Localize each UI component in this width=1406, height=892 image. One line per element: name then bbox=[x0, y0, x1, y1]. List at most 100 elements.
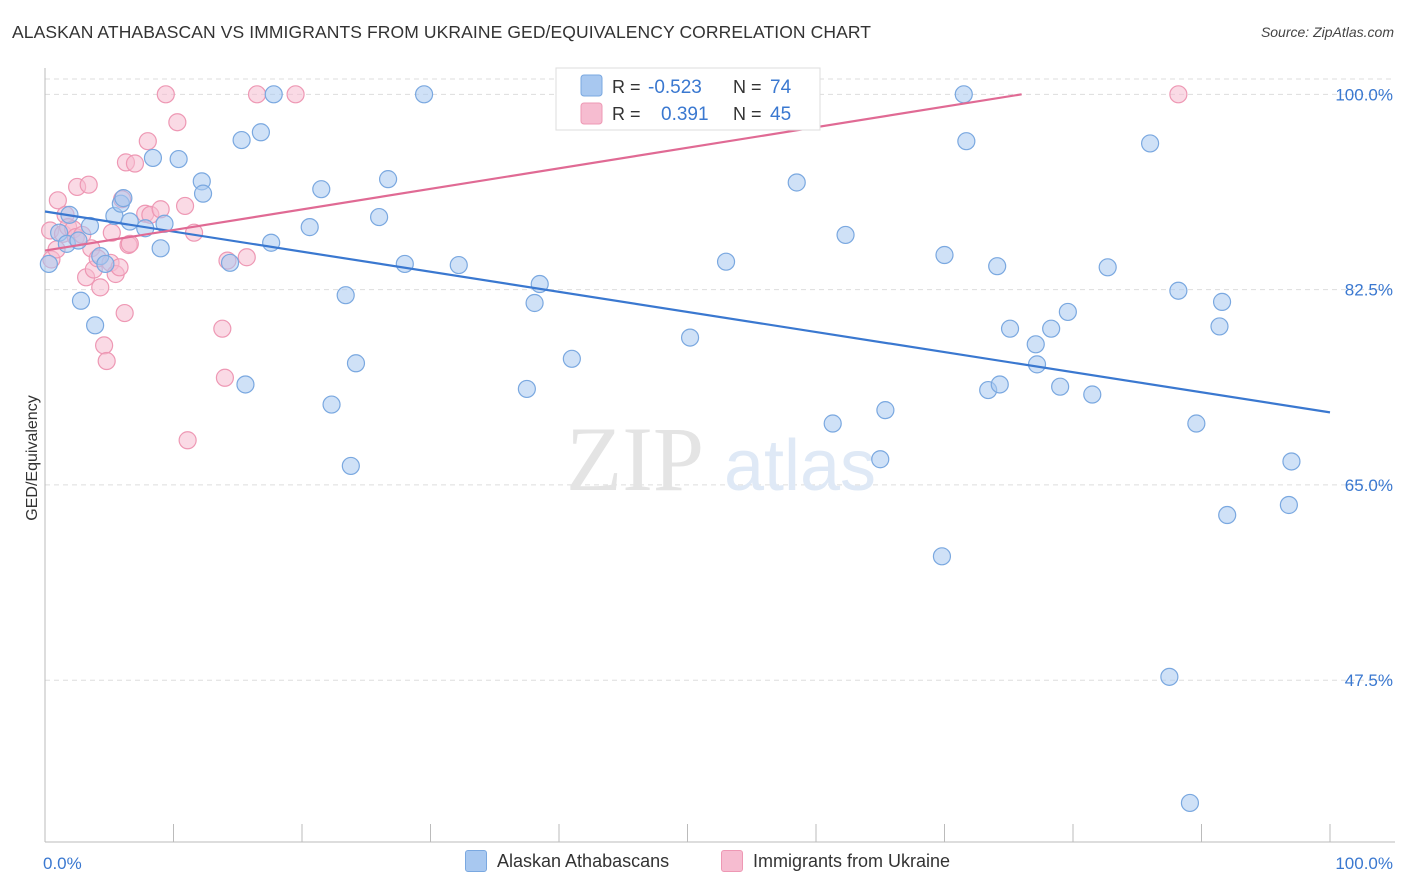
athabascan-point bbox=[1282, 452, 1301, 471]
athabascan-point bbox=[1098, 258, 1117, 277]
athabascan-point bbox=[1042, 319, 1061, 338]
series-athabascan-points bbox=[39, 85, 1301, 813]
athabascan-point bbox=[876, 401, 895, 420]
athabascan-point bbox=[716, 252, 736, 271]
ukraine-point bbox=[175, 196, 195, 216]
legend-swatch-blue bbox=[580, 74, 603, 97]
athabascan-point bbox=[1187, 414, 1206, 433]
bottom-legend-label-ukraine: Immigrants from Ukraine bbox=[753, 850, 951, 871]
ukraine-point bbox=[156, 85, 175, 104]
athabascan-point bbox=[957, 132, 976, 151]
athabascan-point bbox=[346, 354, 366, 373]
athabascan-point bbox=[264, 85, 283, 104]
bottom-legend-label-athabascans: Alaskan Athabascans bbox=[497, 850, 670, 871]
athabascan-point bbox=[193, 184, 213, 203]
source-credit: Source: ZipAtlas.com bbox=[1260, 24, 1394, 40]
athabascan-point bbox=[932, 547, 952, 566]
ukraine-point bbox=[95, 336, 114, 355]
ukraine-point bbox=[138, 132, 157, 151]
athabascan-point bbox=[1160, 667, 1179, 686]
athabascan-point bbox=[517, 379, 536, 399]
legend-r-value-blue: -0.523 bbox=[648, 77, 702, 98]
y-tick-label: 47.5% bbox=[1345, 671, 1393, 690]
legend-r-label-pink: R = bbox=[612, 104, 641, 124]
athabascan-point bbox=[1169, 281, 1188, 300]
athabascan-point bbox=[236, 375, 255, 394]
athabascan-point bbox=[1212, 292, 1232, 311]
athabascan-point bbox=[1027, 355, 1047, 374]
ukraine-point bbox=[120, 234, 139, 253]
y-tick-label: 65.0% bbox=[1345, 476, 1393, 495]
legend-n-label-pink: N = bbox=[733, 104, 762, 124]
axes bbox=[44, 68, 1395, 843]
athabascan-point bbox=[1058, 302, 1077, 322]
athabascan-point bbox=[1279, 495, 1298, 515]
ukraine-point bbox=[215, 368, 234, 387]
athabascan-point bbox=[935, 245, 954, 265]
legend-swatch-pink bbox=[580, 102, 603, 125]
y-axis-label: GED/Equivalency bbox=[24, 395, 41, 520]
ukraine-point bbox=[115, 303, 134, 323]
athabascan-point bbox=[370, 207, 389, 227]
athabascan-point bbox=[988, 257, 1007, 276]
ukraine-point bbox=[237, 248, 256, 267]
athabascan-point bbox=[169, 149, 188, 169]
athabascan-point bbox=[1083, 385, 1102, 404]
legend-n-value-blue: 74 bbox=[770, 77, 792, 98]
ukraine-trend-line bbox=[44, 93, 1022, 252]
athabascan-point bbox=[787, 173, 806, 192]
athabascan-point bbox=[1180, 793, 1200, 813]
watermark-zip: ZIP bbox=[566, 408, 704, 510]
athabascan-point bbox=[449, 255, 468, 275]
athabascan-point bbox=[336, 286, 355, 305]
legend-r-label-blue: R = bbox=[612, 77, 641, 97]
athabascan-point bbox=[96, 254, 115, 274]
athabascan-point bbox=[1000, 319, 1020, 338]
athabascan-point bbox=[1051, 377, 1070, 396]
athabascan-trend-line bbox=[44, 210, 1331, 414]
athabascan-point bbox=[1210, 317, 1229, 336]
bottom-legend-item-ukraine: Immigrants from Ukraine bbox=[721, 850, 950, 872]
x-tick-label: 100.0% bbox=[1335, 854, 1393, 873]
bottom-legend-swatch-blue bbox=[465, 850, 487, 872]
athabascan-point bbox=[341, 456, 360, 476]
athabascan-point bbox=[1140, 134, 1160, 153]
athabascan-point bbox=[114, 189, 133, 208]
athabascan-point bbox=[86, 316, 105, 335]
chart-title: ALASKAN ATHABASCAN VS IMMIGRANTS FROM UK… bbox=[12, 22, 872, 42]
ukraine-point bbox=[213, 319, 232, 338]
athabascan-point bbox=[1218, 505, 1237, 525]
athabascan-point bbox=[300, 218, 319, 237]
x-tick-label: 0.0% bbox=[43, 854, 82, 873]
athabascan-point bbox=[1026, 335, 1045, 354]
ukraine-point bbox=[79, 175, 98, 194]
y-tick-label: 82.5% bbox=[1345, 281, 1393, 300]
ukraine-point bbox=[48, 191, 67, 210]
series-ukraine-points bbox=[41, 85, 1188, 450]
trend-lines bbox=[44, 93, 1331, 414]
athabascan-point bbox=[414, 85, 434, 104]
athabascan-point bbox=[151, 239, 170, 258]
y-tick-label: 100.0% bbox=[1335, 85, 1393, 104]
athabascan-point bbox=[39, 254, 58, 274]
ukraine-point bbox=[125, 154, 145, 173]
athabascan-point bbox=[395, 254, 414, 274]
athabascan-point bbox=[71, 291, 91, 310]
legend-r-value-pink: 0.391 bbox=[661, 104, 709, 125]
athabascan-point bbox=[525, 293, 544, 313]
athabascan-point bbox=[143, 148, 163, 168]
ukraine-point bbox=[97, 351, 116, 371]
stats-legend: R = -0.523 N = 74 R = 0.391 N = 45 bbox=[555, 67, 821, 131]
athabascan-point bbox=[954, 85, 973, 104]
legend-n-value-pink: 45 bbox=[770, 104, 791, 125]
ukraine-point bbox=[1169, 85, 1188, 104]
athabascan-point bbox=[378, 170, 398, 189]
tick-labels: 47.5% 65.0% 82.5% 100.0% 0.0% 100.0% bbox=[43, 85, 1393, 873]
bottom-legend-swatch-pink bbox=[721, 850, 743, 872]
athabascan-point bbox=[836, 225, 855, 245]
athabascan-point bbox=[823, 414, 842, 433]
athabascan-point bbox=[990, 375, 1009, 394]
athabascan-point bbox=[322, 395, 341, 414]
ukraine-point bbox=[286, 85, 305, 104]
